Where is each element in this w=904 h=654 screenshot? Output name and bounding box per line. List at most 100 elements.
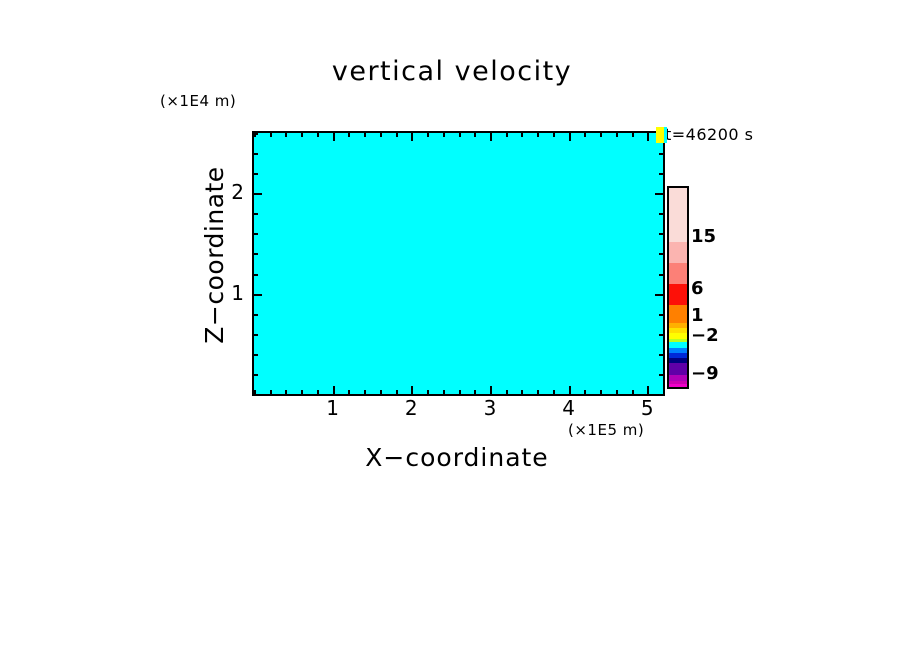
colorbar-segment bbox=[669, 188, 687, 242]
axis-tick bbox=[521, 133, 523, 137]
axis-tick bbox=[380, 133, 382, 137]
x-tick-label: 2 bbox=[404, 396, 418, 420]
axis-tick bbox=[333, 386, 335, 394]
axis-tick bbox=[659, 274, 663, 276]
colorbar-tick-label: 15 bbox=[691, 226, 717, 247]
axis-tick bbox=[270, 133, 272, 137]
y-tick-label: 1 bbox=[231, 280, 244, 305]
axis-tick bbox=[647, 386, 649, 394]
axis-tick bbox=[490, 133, 492, 141]
colorbar bbox=[667, 186, 689, 389]
axis-tick bbox=[254, 390, 256, 394]
axis-tick bbox=[396, 390, 398, 394]
axis-tick bbox=[569, 386, 571, 394]
axis-tick bbox=[584, 390, 586, 394]
axis-tick bbox=[254, 394, 258, 396]
axis-tick bbox=[254, 133, 256, 137]
axis-tick bbox=[521, 390, 523, 394]
axis-tick bbox=[663, 390, 665, 394]
axis-tick bbox=[647, 133, 649, 141]
axis-tick bbox=[396, 133, 398, 137]
page-title: vertical velocity bbox=[331, 56, 573, 87]
axis-tick bbox=[600, 390, 602, 394]
colorbar-segment bbox=[669, 305, 687, 323]
colorbar-segment bbox=[669, 242, 687, 263]
axis-tick bbox=[333, 133, 335, 141]
axis-tick bbox=[443, 133, 445, 137]
colorbar-segment bbox=[669, 328, 687, 333]
axis-tick bbox=[655, 294, 663, 296]
axis-tick bbox=[506, 133, 508, 137]
axis-tick bbox=[659, 233, 663, 235]
colorbar-segment bbox=[669, 353, 687, 358]
axis-tick bbox=[474, 133, 476, 137]
axis-tick bbox=[348, 390, 350, 394]
axis-tick bbox=[254, 213, 258, 215]
axis-tick bbox=[459, 133, 461, 137]
colorbar-segment bbox=[669, 263, 687, 284]
y-axis-label-text: Z−coordinate bbox=[200, 166, 229, 344]
axis-tick bbox=[254, 173, 258, 175]
colorbar-tick-label: −9 bbox=[691, 363, 719, 384]
axis-tick bbox=[254, 334, 258, 336]
x-tick-label: 4 bbox=[562, 396, 575, 420]
axis-tick bbox=[459, 390, 461, 394]
axis-tick bbox=[254, 354, 258, 356]
axis-tick bbox=[427, 133, 429, 137]
timestamp-color-swatch bbox=[656, 127, 667, 143]
axis-tick bbox=[348, 133, 350, 137]
axis-tick bbox=[317, 133, 319, 137]
axis-tick bbox=[553, 390, 555, 394]
colorbar-tick-label: −2 bbox=[691, 325, 719, 346]
axis-tick bbox=[506, 390, 508, 394]
axis-tick bbox=[254, 253, 258, 255]
axis-tick bbox=[659, 153, 663, 155]
axis-tick bbox=[659, 213, 663, 215]
axis-tick bbox=[301, 133, 303, 137]
colorbar-segment bbox=[669, 339, 687, 342]
axis-tick bbox=[254, 374, 258, 376]
axis-tick bbox=[632, 133, 634, 137]
x-axis-units-label: (×1E5 m) bbox=[568, 421, 645, 439]
colorbar-tick-label: 6 bbox=[691, 278, 704, 299]
axis-tick bbox=[537, 133, 539, 137]
axis-tick bbox=[659, 253, 663, 255]
heatmap-plot-area bbox=[252, 131, 665, 396]
colorbar-segment bbox=[669, 381, 687, 384]
colorbar-segment bbox=[669, 323, 687, 328]
axis-tick bbox=[254, 153, 258, 155]
x-tick-label: 3 bbox=[483, 396, 497, 420]
axis-tick bbox=[443, 390, 445, 394]
colorbar-segment bbox=[669, 384, 687, 387]
y-axis-label: Z−coordinate bbox=[200, 120, 230, 390]
axis-tick bbox=[659, 354, 663, 356]
y-tick-label: 2 bbox=[231, 180, 244, 205]
axis-tick bbox=[616, 390, 618, 394]
colorbar-tick-label: 1 bbox=[691, 305, 704, 326]
x-tick-label: 1 bbox=[326, 396, 339, 420]
axis-tick bbox=[632, 390, 634, 394]
colorbar-segment bbox=[669, 333, 687, 339]
x-axis-label: X−coordinate bbox=[365, 443, 549, 472]
axis-tick bbox=[659, 374, 663, 376]
heatmap-field bbox=[254, 133, 663, 394]
axis-tick bbox=[254, 274, 258, 276]
axis-tick bbox=[537, 390, 539, 394]
axis-tick bbox=[411, 133, 413, 141]
axis-tick bbox=[655, 193, 663, 195]
axis-tick bbox=[254, 133, 258, 135]
axis-tick bbox=[285, 390, 287, 394]
colorbar-segment bbox=[669, 358, 687, 363]
x-tick-label: 5 bbox=[640, 396, 654, 420]
axis-tick bbox=[270, 390, 272, 394]
axis-tick bbox=[411, 386, 413, 394]
axis-tick bbox=[254, 193, 262, 195]
axis-tick bbox=[659, 314, 663, 316]
axis-tick bbox=[317, 390, 319, 394]
axis-tick bbox=[301, 390, 303, 394]
axis-tick bbox=[490, 386, 492, 394]
axis-tick bbox=[380, 390, 382, 394]
colorbar-segment bbox=[669, 348, 687, 353]
axis-tick bbox=[364, 390, 366, 394]
